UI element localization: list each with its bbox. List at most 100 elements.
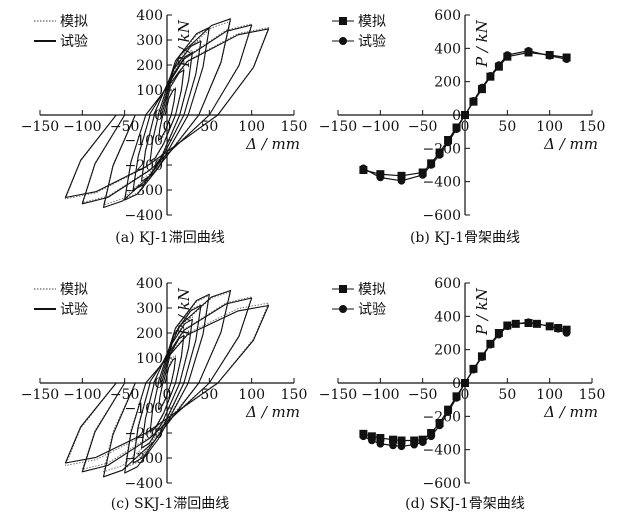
data-point-circle bbox=[359, 432, 368, 441]
y-axis-title: P / kN bbox=[473, 19, 491, 68]
data-point-circle bbox=[533, 320, 541, 328]
panel-caption: (d) SKJ-1骨架曲线 bbox=[405, 496, 525, 512]
legend-label-test: 试验 bbox=[60, 302, 88, 318]
y-tick-label: 300 bbox=[136, 33, 163, 49]
hysteresis-loop bbox=[102, 18, 232, 209]
data-point-circle bbox=[418, 438, 427, 446]
x-tick-label: 50 bbox=[200, 119, 218, 135]
y-tick-label: 400 bbox=[434, 41, 461, 57]
legend-label-simulated: 模拟 bbox=[60, 14, 88, 30]
data-point-circle bbox=[427, 161, 435, 169]
legend-label-simulated: 模拟 bbox=[358, 14, 386, 30]
data-point-circle bbox=[524, 318, 533, 326]
data-point-circle bbox=[495, 330, 503, 339]
legend-circle-marker bbox=[339, 37, 347, 45]
data-point-circle bbox=[427, 432, 435, 441]
x-tick-label: 100 bbox=[536, 387, 563, 403]
hysteresis-loop bbox=[64, 28, 270, 199]
data-point-circle bbox=[368, 436, 376, 445]
x-tick-label: 50 bbox=[498, 387, 516, 403]
data-point-circle bbox=[461, 111, 469, 119]
x-tick-label: −100 bbox=[63, 387, 101, 403]
panel-caption: (c) SKJ-1滞回曲线 bbox=[111, 496, 230, 512]
panel-caption: (a) KJ-1滞回曲线 bbox=[115, 230, 224, 246]
x-tick-label: −150 bbox=[21, 387, 59, 403]
y-tick-label: −400 bbox=[125, 476, 163, 492]
legend-label-test: 试验 bbox=[358, 302, 386, 318]
x-tick-label: 0 bbox=[461, 119, 470, 135]
data-point-circle bbox=[452, 125, 461, 133]
panel-d: −150 −100 −50 0 50 100 1506004002000−200−400−6… bbox=[319, 276, 606, 512]
hysteresis-loop bbox=[81, 297, 253, 473]
y-axis-title: P / kN bbox=[473, 287, 491, 336]
hysteresis-loop bbox=[132, 304, 202, 464]
legend-label-test: 试验 bbox=[60, 34, 88, 50]
data-point-circle bbox=[554, 325, 562, 333]
y-tick-label: 200 bbox=[136, 58, 163, 74]
data-point-circle bbox=[376, 440, 385, 448]
x-tick-label: 100 bbox=[536, 119, 563, 135]
y-tick-label: 600 bbox=[434, 8, 461, 24]
series-test bbox=[64, 18, 270, 209]
x-axis-title: Δ / mm bbox=[543, 135, 598, 153]
data-point-circle bbox=[512, 320, 520, 328]
hysteresis-loop bbox=[124, 295, 210, 469]
x-tick-label: −100 bbox=[63, 119, 101, 135]
y-tick-label: 0 bbox=[452, 108, 461, 124]
data-point-circle bbox=[503, 322, 512, 331]
y-tick-label: −600 bbox=[423, 476, 461, 492]
data-point-circle bbox=[452, 394, 461, 402]
data-point-square bbox=[389, 435, 398, 444]
hysteresis-loop bbox=[64, 304, 270, 464]
data-point-circle bbox=[495, 61, 503, 69]
data-point-circle bbox=[461, 379, 469, 387]
y-tick-label: 100 bbox=[136, 83, 163, 99]
y-tick-label: −400 bbox=[423, 443, 461, 459]
data-point-circle bbox=[397, 442, 406, 451]
data-point-circle bbox=[478, 353, 486, 361]
data-point-circle bbox=[444, 138, 452, 147]
data-point-circle bbox=[410, 440, 419, 449]
x-tick-label: 50 bbox=[200, 387, 218, 403]
data-point-circle bbox=[486, 340, 495, 349]
x-tick-label: −100 bbox=[361, 387, 399, 403]
y-tick-label: 600 bbox=[434, 276, 461, 292]
hysteresis-loop bbox=[149, 69, 185, 162]
x-tick-label: −150 bbox=[319, 387, 357, 403]
data-point-circle bbox=[545, 52, 554, 60]
y-tick-label: 200 bbox=[434, 343, 461, 359]
data-point-circle bbox=[469, 97, 478, 105]
data-point-square bbox=[376, 434, 385, 442]
series-test bbox=[359, 318, 571, 451]
hysteresis-loop bbox=[141, 318, 193, 449]
y-tick-label: −100 bbox=[125, 401, 163, 417]
hysteresis-loop bbox=[124, 293, 210, 474]
data-point-circle bbox=[376, 173, 385, 182]
data-point-circle bbox=[503, 51, 512, 59]
x-tick-label: −50 bbox=[408, 119, 438, 135]
panel-b: −150−100−500501001506004002000−200−400−6… bbox=[319, 8, 606, 246]
x-axis-title: Δ / mm bbox=[543, 403, 598, 421]
y-tick-label: 400 bbox=[434, 309, 461, 325]
data-point-circle bbox=[562, 329, 571, 337]
y-tick-label: 100 bbox=[136, 351, 163, 367]
y-tick-label: 300 bbox=[136, 301, 163, 317]
x-tick-label: 150 bbox=[281, 387, 308, 403]
y-tick-label: 200 bbox=[136, 326, 163, 342]
x-tick-label: 150 bbox=[579, 387, 606, 403]
data-point-circle bbox=[545, 322, 554, 331]
data-point-circle bbox=[478, 83, 486, 92]
hysteresis-loop bbox=[157, 357, 177, 410]
panel-c: −150 −100 −50 0 50 100 1504003002001000−100−20… bbox=[21, 276, 308, 512]
x-tick-label: 100 bbox=[238, 119, 265, 135]
x-axis-title: Δ / mm bbox=[245, 403, 300, 421]
x-axis-title: Δ / mm bbox=[245, 135, 300, 153]
data-point-circle bbox=[524, 47, 533, 55]
legend-circle-marker bbox=[339, 305, 347, 313]
data-point-square bbox=[397, 436, 406, 445]
legend-label-test: 试验 bbox=[358, 34, 386, 50]
